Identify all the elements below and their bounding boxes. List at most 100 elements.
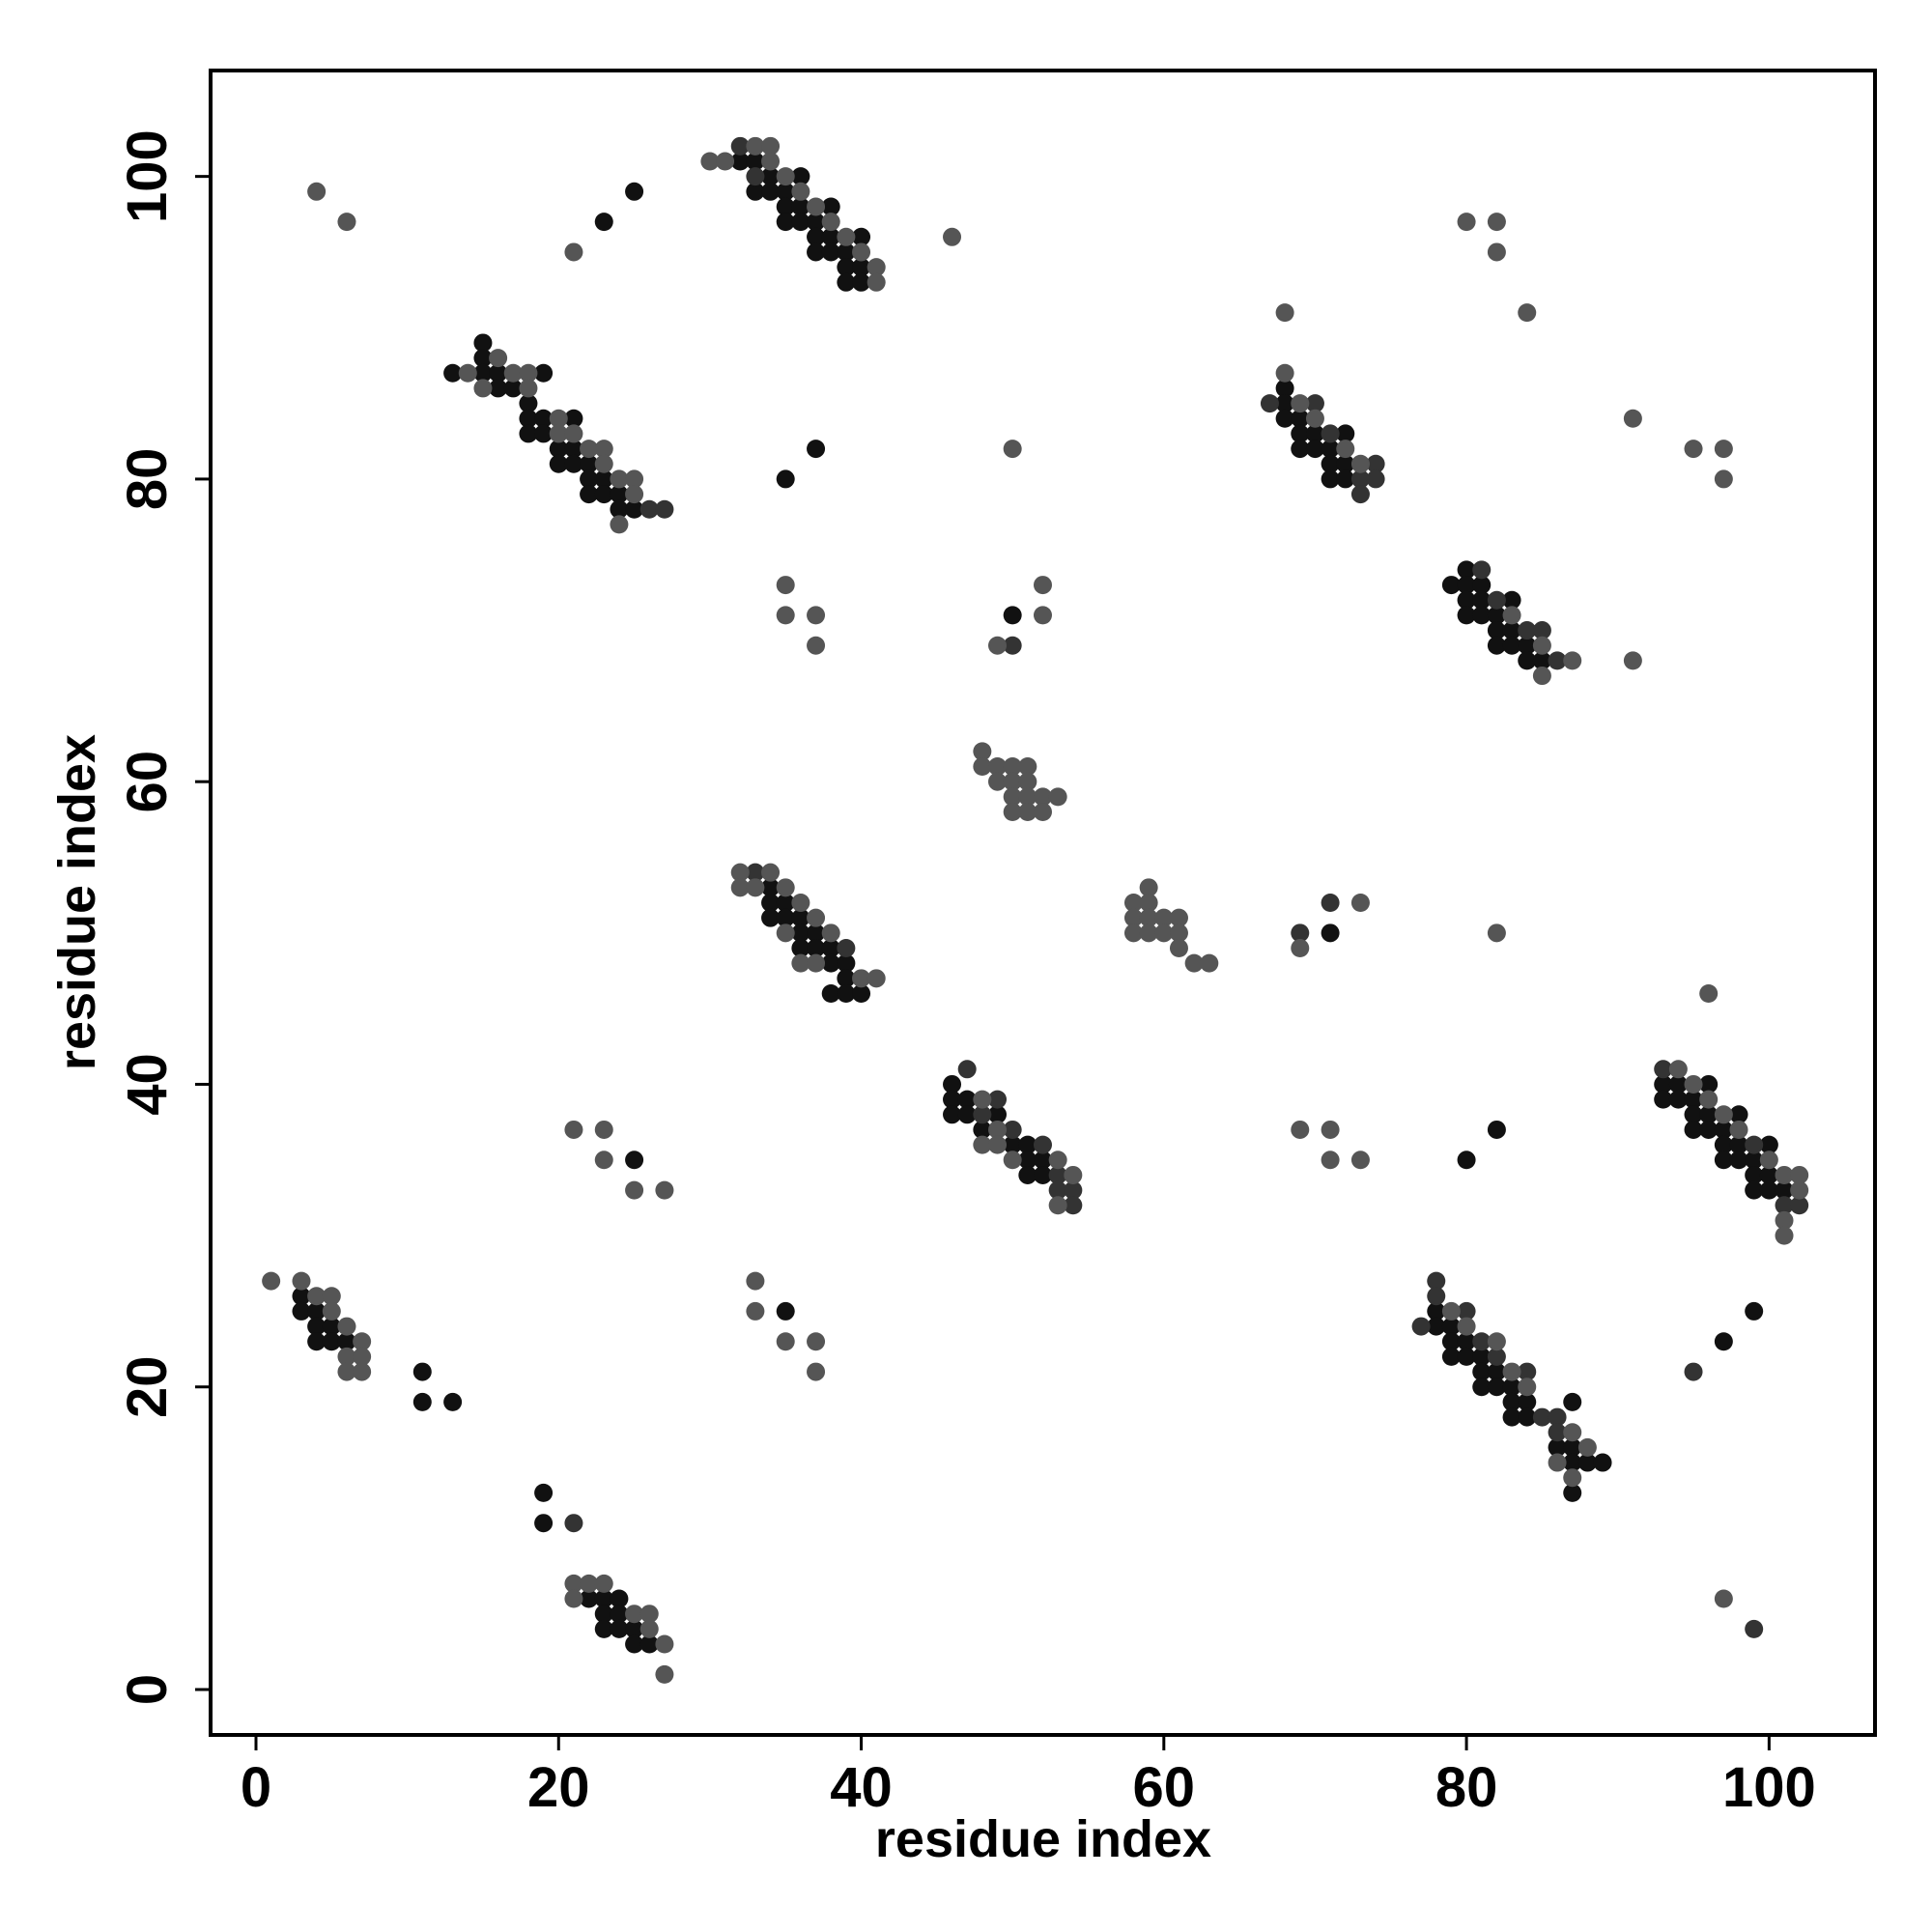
point <box>473 363 493 383</box>
point <box>1457 213 1476 232</box>
point <box>776 894 795 912</box>
point <box>821 938 840 957</box>
point <box>776 167 795 186</box>
point <box>1487 242 1506 262</box>
point <box>610 1619 629 1638</box>
point <box>943 1105 962 1124</box>
point <box>807 606 826 625</box>
point <box>322 1301 341 1321</box>
point <box>610 469 629 489</box>
point <box>1487 1378 1506 1397</box>
point <box>564 454 583 473</box>
point <box>1169 938 1188 957</box>
point <box>1034 1135 1052 1154</box>
point <box>1518 1407 1537 1427</box>
point <box>594 469 613 489</box>
point <box>503 379 523 398</box>
point <box>1745 1619 1764 1638</box>
point <box>1275 379 1294 398</box>
point <box>791 197 810 216</box>
y-tick-label: 0 <box>116 1674 179 1705</box>
point <box>837 983 856 1003</box>
point <box>852 258 871 277</box>
point <box>776 197 795 216</box>
point <box>1018 1135 1037 1154</box>
point <box>443 363 463 383</box>
point <box>1064 1180 1083 1200</box>
point <box>807 1332 826 1351</box>
point <box>1502 621 1521 640</box>
point <box>973 1120 992 1139</box>
point <box>761 894 781 912</box>
point <box>1018 1151 1037 1170</box>
point <box>1502 1378 1521 1397</box>
x-tick-label: 40 <box>830 1756 893 1819</box>
point <box>1487 590 1506 610</box>
point <box>1668 1060 1688 1079</box>
point <box>1427 1271 1446 1291</box>
point <box>1034 576 1052 595</box>
point <box>625 1634 644 1654</box>
point <box>337 1347 356 1366</box>
point <box>1154 923 1174 943</box>
point <box>1350 894 1370 912</box>
point <box>852 272 871 292</box>
point <box>1745 1151 1764 1170</box>
point <box>957 1060 977 1079</box>
point <box>1305 424 1324 443</box>
x-axis-title: residue index <box>875 1810 1211 1868</box>
y-tick-label: 60 <box>116 751 179 813</box>
point <box>549 424 568 443</box>
point <box>867 969 886 988</box>
point <box>1321 469 1340 489</box>
point <box>1275 303 1294 323</box>
point <box>489 379 508 398</box>
point <box>973 1105 992 1124</box>
point <box>807 938 826 957</box>
point <box>1018 803 1037 822</box>
point <box>1759 1165 1778 1184</box>
point <box>1487 923 1506 943</box>
point <box>1487 621 1506 640</box>
point <box>1441 576 1461 595</box>
point <box>443 1392 463 1411</box>
point <box>639 1619 659 1638</box>
point <box>1123 894 1143 912</box>
point <box>580 485 599 504</box>
point <box>761 863 781 882</box>
point <box>1457 1301 1476 1321</box>
point <box>746 1301 765 1321</box>
point <box>625 1605 644 1624</box>
point <box>1457 1347 1476 1366</box>
point <box>1472 560 1492 580</box>
point <box>837 227 856 246</box>
point <box>1714 440 1733 459</box>
point <box>791 213 810 232</box>
point <box>852 983 871 1003</box>
point <box>807 636 826 655</box>
point <box>957 1090 977 1109</box>
point <box>580 1589 599 1608</box>
point <box>1593 1453 1612 1472</box>
point <box>1003 1120 1022 1139</box>
point <box>1018 787 1037 807</box>
point <box>1699 1120 1719 1139</box>
point <box>1487 636 1506 655</box>
point <box>807 440 826 459</box>
point <box>1275 409 1294 428</box>
point <box>1790 1180 1809 1200</box>
point <box>1034 787 1052 807</box>
point <box>1200 953 1219 973</box>
point <box>1366 454 1385 473</box>
point <box>1654 1060 1673 1079</box>
point <box>957 1105 977 1124</box>
point <box>1034 1165 1052 1184</box>
point <box>1139 894 1158 912</box>
x-tick-label: 20 <box>527 1756 590 1819</box>
point <box>852 969 871 988</box>
point <box>1654 1090 1673 1109</box>
point <box>1048 1196 1067 1215</box>
point <box>337 1317 356 1336</box>
point <box>1518 1392 1537 1411</box>
point <box>746 863 765 882</box>
